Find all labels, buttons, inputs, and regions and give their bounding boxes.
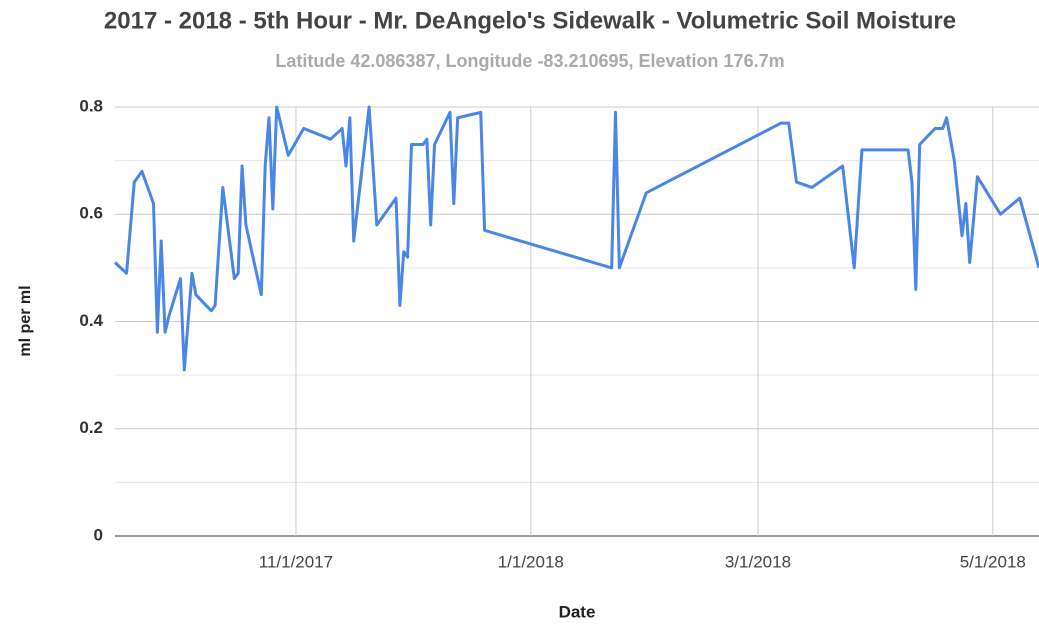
y-tick-label: 0.6	[79, 204, 103, 223]
chart-title: 2017 - 2018 - 5th Hour - Mr. DeAngelo's …	[104, 7, 956, 34]
grid	[115, 106, 1039, 537]
x-tick-label: 11/1/2017	[259, 552, 333, 571]
plot	[113, 105, 1039, 372]
x-tick-label: 5/1/2018	[960, 552, 1026, 571]
y-tick-label: 0	[94, 525, 103, 544]
x-tick-label: 3/1/2018	[725, 552, 791, 571]
data-line	[113, 105, 1039, 372]
y-tick-label: 0.2	[79, 418, 103, 437]
chart-subtitle: Latitude 42.086387, Longitude -83.210695…	[275, 51, 784, 71]
y-tick-label: 0.4	[79, 311, 103, 330]
y-tick-label: 0.8	[79, 96, 103, 115]
y-axis-label: ml per ml	[17, 285, 34, 356]
x-tick-label: 1/1/2018	[498, 552, 564, 571]
x-axis-label: Date	[559, 602, 596, 621]
